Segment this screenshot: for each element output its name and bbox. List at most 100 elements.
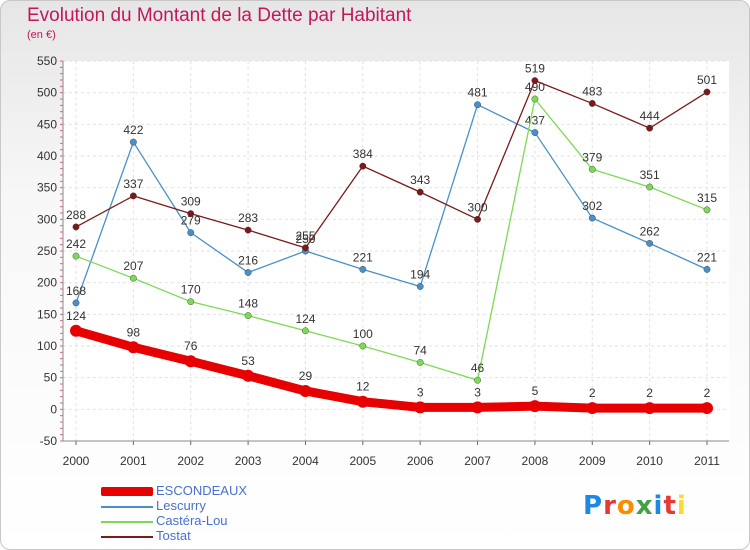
data-point (531, 95, 539, 103)
data-label: 148 (238, 297, 258, 311)
x-tick-label: 2008 (522, 454, 549, 468)
data-label: 384 (353, 147, 373, 161)
data-point (127, 341, 140, 354)
data-point (703, 265, 711, 273)
data-point (70, 324, 82, 337)
data-label: 302 (582, 199, 602, 213)
data-point (302, 327, 309, 335)
logo-letter: i (653, 491, 664, 521)
data-label: 53 (241, 354, 255, 368)
data-label: 343 (410, 173, 430, 187)
series-line (75, 104, 708, 304)
data-label: 437 (525, 114, 545, 128)
data-label: 351 (640, 168, 660, 182)
data-label: 315 (697, 191, 717, 205)
data-label: 29 (299, 369, 313, 383)
data-point (359, 265, 367, 273)
data-point (416, 188, 424, 196)
series-line (75, 98, 708, 381)
data-point (184, 355, 197, 368)
data-label: 300 (468, 200, 488, 214)
y-tick-label: 250 (37, 244, 57, 258)
y-tick-label: 300 (37, 212, 57, 226)
y-tick-label: 0 (50, 402, 57, 416)
data-point (471, 401, 484, 414)
data-label: 76 (184, 339, 198, 353)
data-label: 481 (468, 86, 488, 100)
data-label: 221 (697, 250, 717, 264)
logo-letter: x (635, 491, 654, 521)
legend-label: Lescurry (156, 498, 206, 513)
data-label: 337 (123, 177, 143, 191)
data-point (359, 342, 367, 350)
data-label: 255 (295, 229, 315, 243)
data-point (302, 244, 309, 252)
legend-label: Tostat (156, 528, 191, 543)
data-label: 422 (123, 123, 143, 137)
series-line (71, 326, 712, 413)
data-label: 194 (410, 267, 430, 281)
legend-swatch (101, 506, 153, 508)
x-tick-label: 2000 (63, 454, 90, 468)
data-label: 483 (582, 84, 602, 98)
data-label: 46 (471, 361, 485, 375)
y-tick-label: 550 (37, 54, 57, 68)
chart-title: Evolution du Montant de la Dette par Hab… (27, 5, 412, 26)
y-tick-label: 350 (37, 181, 57, 195)
data-label: 242 (66, 237, 86, 251)
data-point (588, 165, 596, 173)
data-label: 262 (640, 224, 660, 238)
data-label: 3 (474, 385, 481, 399)
data-point (701, 402, 713, 415)
data-label: 501 (697, 73, 717, 87)
y-tick-label: -50 (40, 434, 58, 448)
data-label: 124 (295, 312, 315, 326)
data-label: 100 (353, 327, 373, 341)
logo-letter: r (603, 491, 617, 521)
data-label: 5 (532, 384, 539, 398)
x-tick-label: 2003 (235, 454, 262, 468)
legend-swatch (101, 521, 153, 523)
legend-swatch (101, 487, 153, 496)
data-point (586, 402, 599, 415)
data-label: 519 (525, 62, 545, 76)
data-point (531, 77, 539, 85)
data-point (244, 312, 252, 319)
data-label: 170 (181, 283, 201, 297)
data-label: 221 (353, 250, 373, 264)
data-point (72, 252, 80, 260)
data-point (359, 162, 367, 170)
chart-subtitle: (en €) (27, 29, 56, 41)
data-label: 309 (181, 195, 201, 209)
data-label: 74 (414, 343, 428, 357)
data-point (242, 369, 255, 382)
logo-letter: o (616, 491, 636, 521)
x-tick-label: 2007 (464, 454, 491, 468)
data-point (588, 214, 596, 222)
data-label: 250 (295, 232, 315, 246)
data-label: 124 (66, 309, 86, 323)
data-label: 490 (525, 80, 545, 94)
data-point (129, 138, 137, 146)
x-tick-label: 2005 (349, 454, 376, 468)
data-label: 288 (66, 208, 86, 222)
data-label: 12 (356, 380, 370, 394)
y-tick-label: 150 (37, 307, 57, 321)
data-point (474, 376, 481, 384)
data-point (299, 384, 312, 397)
data-label: 98 (127, 325, 141, 339)
data-point (646, 183, 654, 191)
legend-label: Castéra-Lou (156, 513, 228, 528)
data-point (356, 395, 369, 408)
data-point (703, 206, 711, 214)
data-point (474, 215, 481, 223)
data-point (646, 124, 654, 132)
y-tick-label: 200 (37, 276, 57, 290)
data-label: 379 (582, 150, 602, 164)
data-point (646, 239, 654, 247)
data-point (528, 400, 541, 413)
data-point (129, 192, 137, 200)
x-tick-label: 2010 (636, 454, 663, 468)
